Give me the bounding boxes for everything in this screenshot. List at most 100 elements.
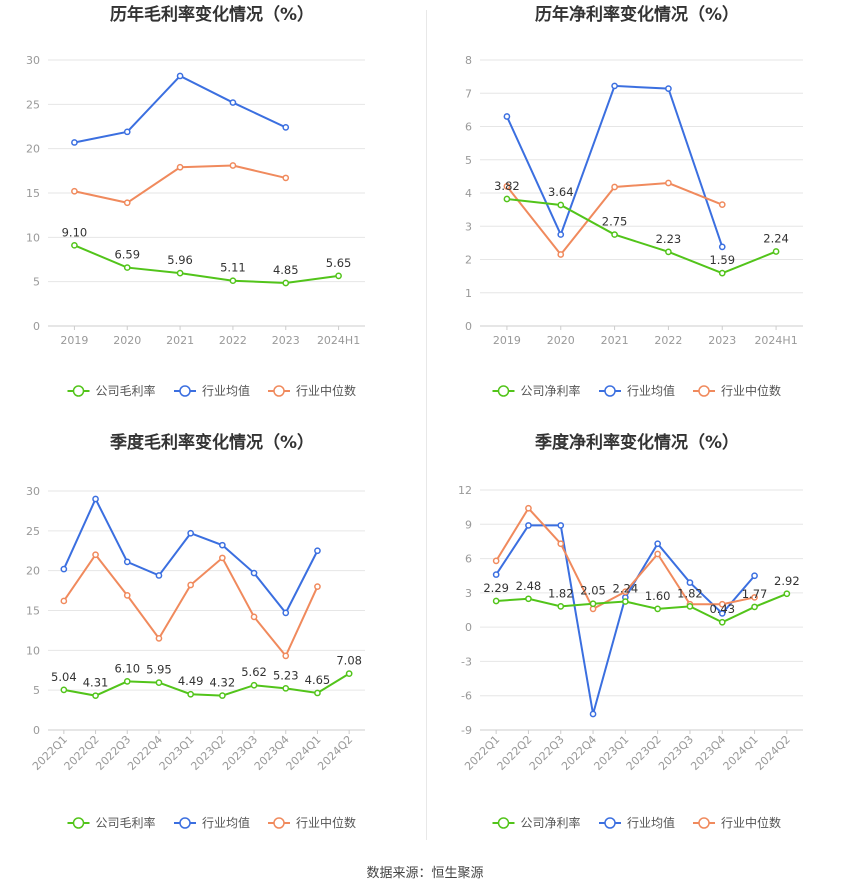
x-tick-label: 2023 [708,334,736,347]
x-tick-label: 2020 [547,334,575,347]
annual-net-margin-svg: 历年净利率变化情况（%） 0 1 2 3 4 5 6 7 8 2019 2020 2021 2022 202… [465,4,803,398]
data-point [123,558,131,566]
data-point [282,124,290,131]
data-point [60,565,68,573]
data-point [686,602,694,610]
data-point [335,272,342,280]
legend-marker [698,817,710,829]
data-point [665,85,672,92]
data-label: 3.64 [548,185,574,199]
data-label: 5.23 [273,668,299,682]
data-point [71,241,78,249]
y-tick-label: 5 [33,684,40,697]
data-point [665,248,672,256]
x-tick-label: 2023Q2 [624,733,664,773]
series-line [62,496,319,615]
data-point [250,569,258,577]
data-point [250,613,258,621]
x-tick-label: 2022 [219,334,247,347]
data-point [155,635,163,642]
legend-item: 行业均值 [174,383,250,398]
chart-annual-net-margin: 历年净利率变化情况（%） 0 1 2 3 4 5 6 7 8 2019 2020 2021 2022 202… [425,0,850,432]
y-tick-label: 20 [26,565,40,578]
y-tick-label: 5 [33,276,40,289]
y-tick-label: 25 [26,525,40,538]
legend-marker [497,385,510,397]
legend-label: 行业中位数 [296,383,356,398]
data-point [187,581,194,589]
data-point [176,269,184,277]
legend-marker [604,385,616,397]
data-point [718,201,726,208]
data-label: 1.59 [709,253,735,267]
x-tick-label: 2022Q1 [462,733,502,773]
legend-item: 公司净利率 [492,815,581,830]
legend-label: 行业均值 [627,383,675,398]
series-line [496,592,788,624]
y-tick-label: 9 [465,518,472,531]
legend-label: 行业中位数 [721,815,781,830]
chart-title: 季度净利率变化情况（%） [535,432,739,453]
x-tick-label: 2022Q2 [495,733,535,773]
data-label: 5.62 [241,665,267,679]
x-tick-label: 2022Q4 [559,733,599,773]
data-point [71,187,78,195]
data-point [345,670,353,677]
data-label: 1.82 [677,586,703,600]
data-point [557,251,565,258]
legend-item: 行业中位数 [268,383,356,398]
data-point [557,201,565,209]
data-point [503,195,511,203]
legend-label: 行业均值 [202,815,250,830]
legend-marker [72,385,85,397]
data-point [92,495,99,503]
y-tick-label: 25 [26,98,40,111]
data-point [123,678,131,685]
data-label: 2.24 [613,582,639,596]
y-tick-label: 30 [26,485,40,498]
x-tick-label: 2024H1 [754,334,797,347]
legend-label: 公司净利率 [521,815,581,830]
data-label: 4.31 [83,676,109,690]
data-point [282,279,290,287]
data-label: 2.24 [763,232,789,246]
legend-label: 公司净利率 [521,383,581,398]
y-tick-label: 0 [465,320,472,333]
data-point [611,183,618,191]
data-point [751,572,758,580]
chart-annual-gross-margin: 历年毛利率变化情况（%） 0 5 10 15 20 25 30 2019 2020 2021 2022… [0,0,425,432]
legend-marker [179,817,191,829]
y-tick-label: 8 [465,54,472,67]
data-point [503,113,511,120]
y-tick-label: 3 [465,587,472,600]
data-point [718,243,726,251]
y-tick-label: -6 [461,690,472,703]
legend-label: 行业均值 [202,383,250,398]
x-tick-label: 2019 [60,334,88,347]
data-label: 5.65 [326,256,352,270]
data-label: 2.05 [580,584,606,598]
y-tick-label: 30 [26,54,40,67]
data-label: 5.11 [220,261,246,275]
data-point [282,174,290,182]
data-point [219,692,226,699]
data-label: 4.32 [210,676,236,690]
y-tick-label: 12 [458,484,472,497]
data-point [123,592,131,599]
x-tick-label: 2021 [601,334,629,347]
legend-marker [179,385,191,397]
x-tick-label: 2024Q1 [721,733,761,773]
data-label: 5.95 [146,663,172,677]
series-line [506,197,777,275]
y-tick-label: 7 [465,87,472,100]
data-point [219,554,226,562]
x-tick-label: 2021 [166,334,194,347]
legend-label: 行业均值 [627,815,675,830]
y-tick-label: 0 [465,621,472,634]
data-point [503,183,511,190]
data-point [187,529,194,537]
quarterly-net-margin-svg: 季度净利率变化情况（%）-9-6-30369122022Q12022Q22022… [458,432,803,830]
annual-gross-margin-svg: 历年毛利率变化情况（%） 0 5 10 15 20 25 30 2019 2020 2021 2022… [26,4,365,398]
legend-marker [273,817,285,829]
legend-marker [698,385,710,397]
